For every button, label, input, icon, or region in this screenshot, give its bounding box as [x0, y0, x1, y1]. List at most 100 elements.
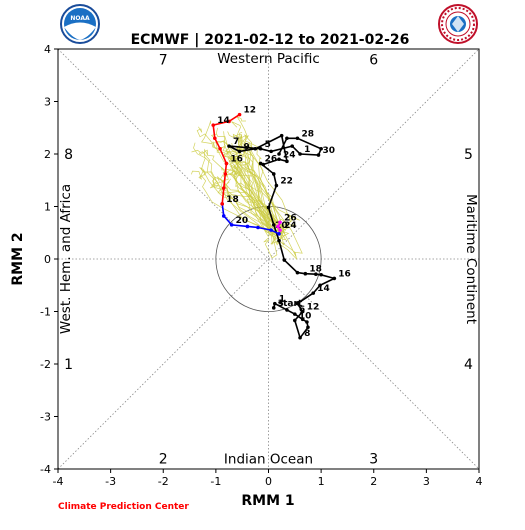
- phase-label: 5: [464, 147, 473, 163]
- region-label-bottom: Indian Ocean: [224, 452, 313, 468]
- series-point: [245, 224, 250, 229]
- y-tick-label: -3: [40, 411, 51, 424]
- footer-text: Climate Prediction Center: [58, 502, 189, 512]
- series-point: [277, 152, 281, 156]
- phase-label: 8: [64, 147, 73, 163]
- series-point: [277, 232, 281, 236]
- series-point: [211, 123, 216, 127]
- phase-label: 1: [64, 357, 73, 373]
- data-label: 1: [279, 295, 285, 305]
- data-label: 16: [338, 269, 351, 279]
- phase-label: 7: [159, 53, 168, 69]
- series-point: [277, 238, 281, 243]
- series-point: [300, 309, 305, 314]
- series-point: [258, 146, 263, 151]
- phase-label: 3: [369, 452, 378, 468]
- data-label: 3: [278, 299, 284, 309]
- data-label: 22: [280, 177, 293, 187]
- series-point: [319, 272, 323, 277]
- x-tick-label: 4: [476, 475, 483, 488]
- series-point: [224, 161, 229, 166]
- ensemble-line: [233, 163, 296, 235]
- series-point: [269, 228, 273, 232]
- series-point: [271, 172, 276, 176]
- ensemble-line: [198, 167, 276, 235]
- data-label: 24: [283, 150, 296, 160]
- data-label: 26: [284, 213, 297, 223]
- data-label: 30: [322, 146, 335, 156]
- ensemble-line: [229, 146, 279, 229]
- x-axis-label: RMM 1: [241, 493, 294, 509]
- series-point: [285, 308, 289, 312]
- data-label: 10: [299, 311, 312, 321]
- series-point: [273, 301, 277, 306]
- ensemble-line: [216, 176, 282, 246]
- diagonal-line: [57, 48, 480, 470]
- series-point: [276, 224, 280, 229]
- series-point: [332, 276, 337, 281]
- series-point: [298, 335, 302, 340]
- series-point: [282, 258, 287, 262]
- series-point: [295, 136, 300, 141]
- series-point: [305, 320, 309, 324]
- data-label: 18: [309, 265, 322, 275]
- series-point: [261, 162, 266, 167]
- ensemble-line: [191, 149, 274, 237]
- series-point: [316, 153, 321, 157]
- series-point: [220, 202, 224, 206]
- series-point: [295, 301, 300, 306]
- region-label-top: Western Pacific: [217, 51, 320, 67]
- ensemble-line: [215, 141, 272, 231]
- phase-label: 4: [464, 357, 473, 373]
- chart-title: ECMWF | 2021-02-12 to 2021-02-26: [131, 32, 410, 48]
- x-tick-label: -2: [158, 475, 169, 488]
- series-point: [278, 220, 282, 225]
- y-axis-label: RMM 2: [10, 232, 26, 285]
- nws-logo: [438, 4, 478, 44]
- x-tick-label: -4: [53, 475, 64, 488]
- data-label: 12: [307, 303, 320, 313]
- series-point: [253, 146, 258, 151]
- series-point: [237, 112, 242, 117]
- series-point: [306, 325, 310, 330]
- series-point: [318, 283, 322, 288]
- series-point: [303, 271, 308, 276]
- ensemble-line: [200, 120, 281, 234]
- data-label: 5: [265, 140, 271, 150]
- x-tick-label: 3: [423, 475, 430, 488]
- plot-area: start13681012141618222426283015792020181…: [40, 43, 482, 488]
- series-point: [293, 312, 297, 316]
- series-point: [279, 133, 284, 138]
- region-label-left: West. Hem. and Africa: [58, 184, 74, 334]
- data-label: 28: [301, 129, 314, 139]
- series-point: [277, 157, 281, 162]
- series-point: [314, 272, 318, 277]
- ensemble-line: [246, 148, 303, 260]
- ensemble-members: [191, 115, 303, 260]
- series-point: [266, 205, 271, 210]
- y-tick-label: 1: [44, 201, 51, 214]
- series-point: [223, 172, 228, 176]
- series-point: [285, 136, 289, 141]
- data-label: 12: [244, 106, 257, 116]
- series-point: [300, 317, 305, 322]
- x-tick-label: 1: [318, 475, 325, 488]
- series-point: [237, 149, 242, 154]
- y-tick-label: -2: [40, 358, 51, 371]
- data-label: 8: [304, 329, 310, 339]
- ensemble-line: [198, 148, 273, 232]
- series-point: [295, 270, 300, 275]
- x-tick-label: -1: [210, 475, 221, 488]
- region-label-right: Maritime Continent: [463, 194, 479, 324]
- y-tick-label: 2: [44, 148, 51, 161]
- data-label: 14: [217, 116, 230, 126]
- data-label: 1: [304, 145, 310, 155]
- series-point: [221, 214, 226, 218]
- series-point: [227, 144, 231, 148]
- ensemble-line: [222, 169, 275, 233]
- series-point: [319, 146, 323, 151]
- y-tick-label: 4: [44, 43, 51, 56]
- series-point: [229, 223, 234, 227]
- phase-label: 6: [369, 53, 378, 69]
